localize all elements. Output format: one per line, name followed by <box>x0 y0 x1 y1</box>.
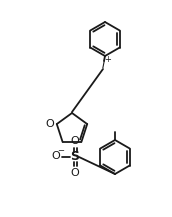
Text: O: O <box>52 151 60 161</box>
Text: O: O <box>71 168 79 178</box>
Text: O: O <box>45 119 54 129</box>
Text: +: + <box>105 56 111 64</box>
Text: O: O <box>71 136 79 146</box>
Text: I: I <box>101 60 105 70</box>
Text: −: − <box>57 146 64 156</box>
Text: S: S <box>71 151 79 163</box>
